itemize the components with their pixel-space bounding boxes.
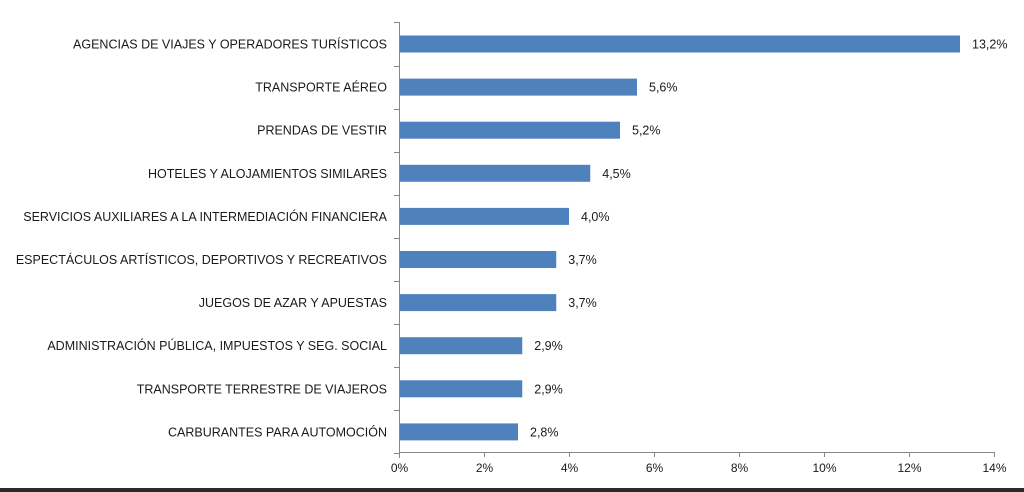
x-tick-label: 2% [476, 461, 494, 475]
data-label: 13,2% [972, 38, 1007, 52]
bottom-edge-bar [0, 488, 1024, 492]
bar [400, 294, 557, 312]
data-label: 2,9% [534, 382, 563, 396]
category-label: HOTELES Y ALOJAMIENTOS SIMILARES [148, 167, 387, 181]
bar [400, 380, 523, 398]
bar [400, 78, 637, 96]
data-label: 4,5% [602, 167, 631, 181]
category-label: AGENCIAS DE VIAJES Y OPERADORES TURÍSTIC… [73, 37, 387, 52]
category-label: JUEGOS DE AZAR Y APUESTAS [199, 296, 387, 310]
bar [400, 121, 620, 139]
category-label: CARBURANTES PARA AUTOMOCIÓN [168, 424, 387, 439]
x-tick-label: 12% [897, 461, 921, 475]
data-label: 3,7% [568, 296, 597, 310]
data-label: 5,6% [649, 81, 678, 95]
bar [400, 35, 960, 53]
category-label: ADMINISTRACIÓN PÚBLICA, IMPUESTOS Y SEG.… [47, 338, 387, 353]
bar [400, 164, 591, 182]
data-label: 3,7% [568, 253, 597, 267]
data-label: 4,0% [581, 210, 610, 224]
data-label: 2,8% [530, 425, 559, 439]
x-tick-label: 10% [812, 461, 836, 475]
bar [400, 251, 557, 268]
category-label: TRANSPORTE TERRESTRE DE VIAJEROS [137, 382, 387, 396]
x-tick-label: 4% [561, 461, 579, 475]
x-tick-label: 8% [731, 461, 749, 475]
category-label: PRENDAS DE VESTIR [257, 124, 387, 138]
bar [400, 207, 569, 225]
category-label: SERVICIOS AUXILIARES A LA INTERMEDIACIÓN… [23, 209, 387, 224]
bar [400, 337, 523, 355]
x-tick-label: 6% [646, 461, 664, 475]
x-tick-label: 14% [982, 461, 1006, 475]
bar [400, 423, 518, 441]
data-label: 2,9% [534, 339, 563, 353]
data-label: 5,2% [632, 124, 661, 138]
x-tick-label: 0% [391, 461, 409, 475]
category-label: TRANSPORTE AÉREO [255, 80, 387, 95]
category-label: ESPECTÁCULOS ARTÍSTICOS, DEPORTIVOS Y RE… [16, 252, 387, 267]
